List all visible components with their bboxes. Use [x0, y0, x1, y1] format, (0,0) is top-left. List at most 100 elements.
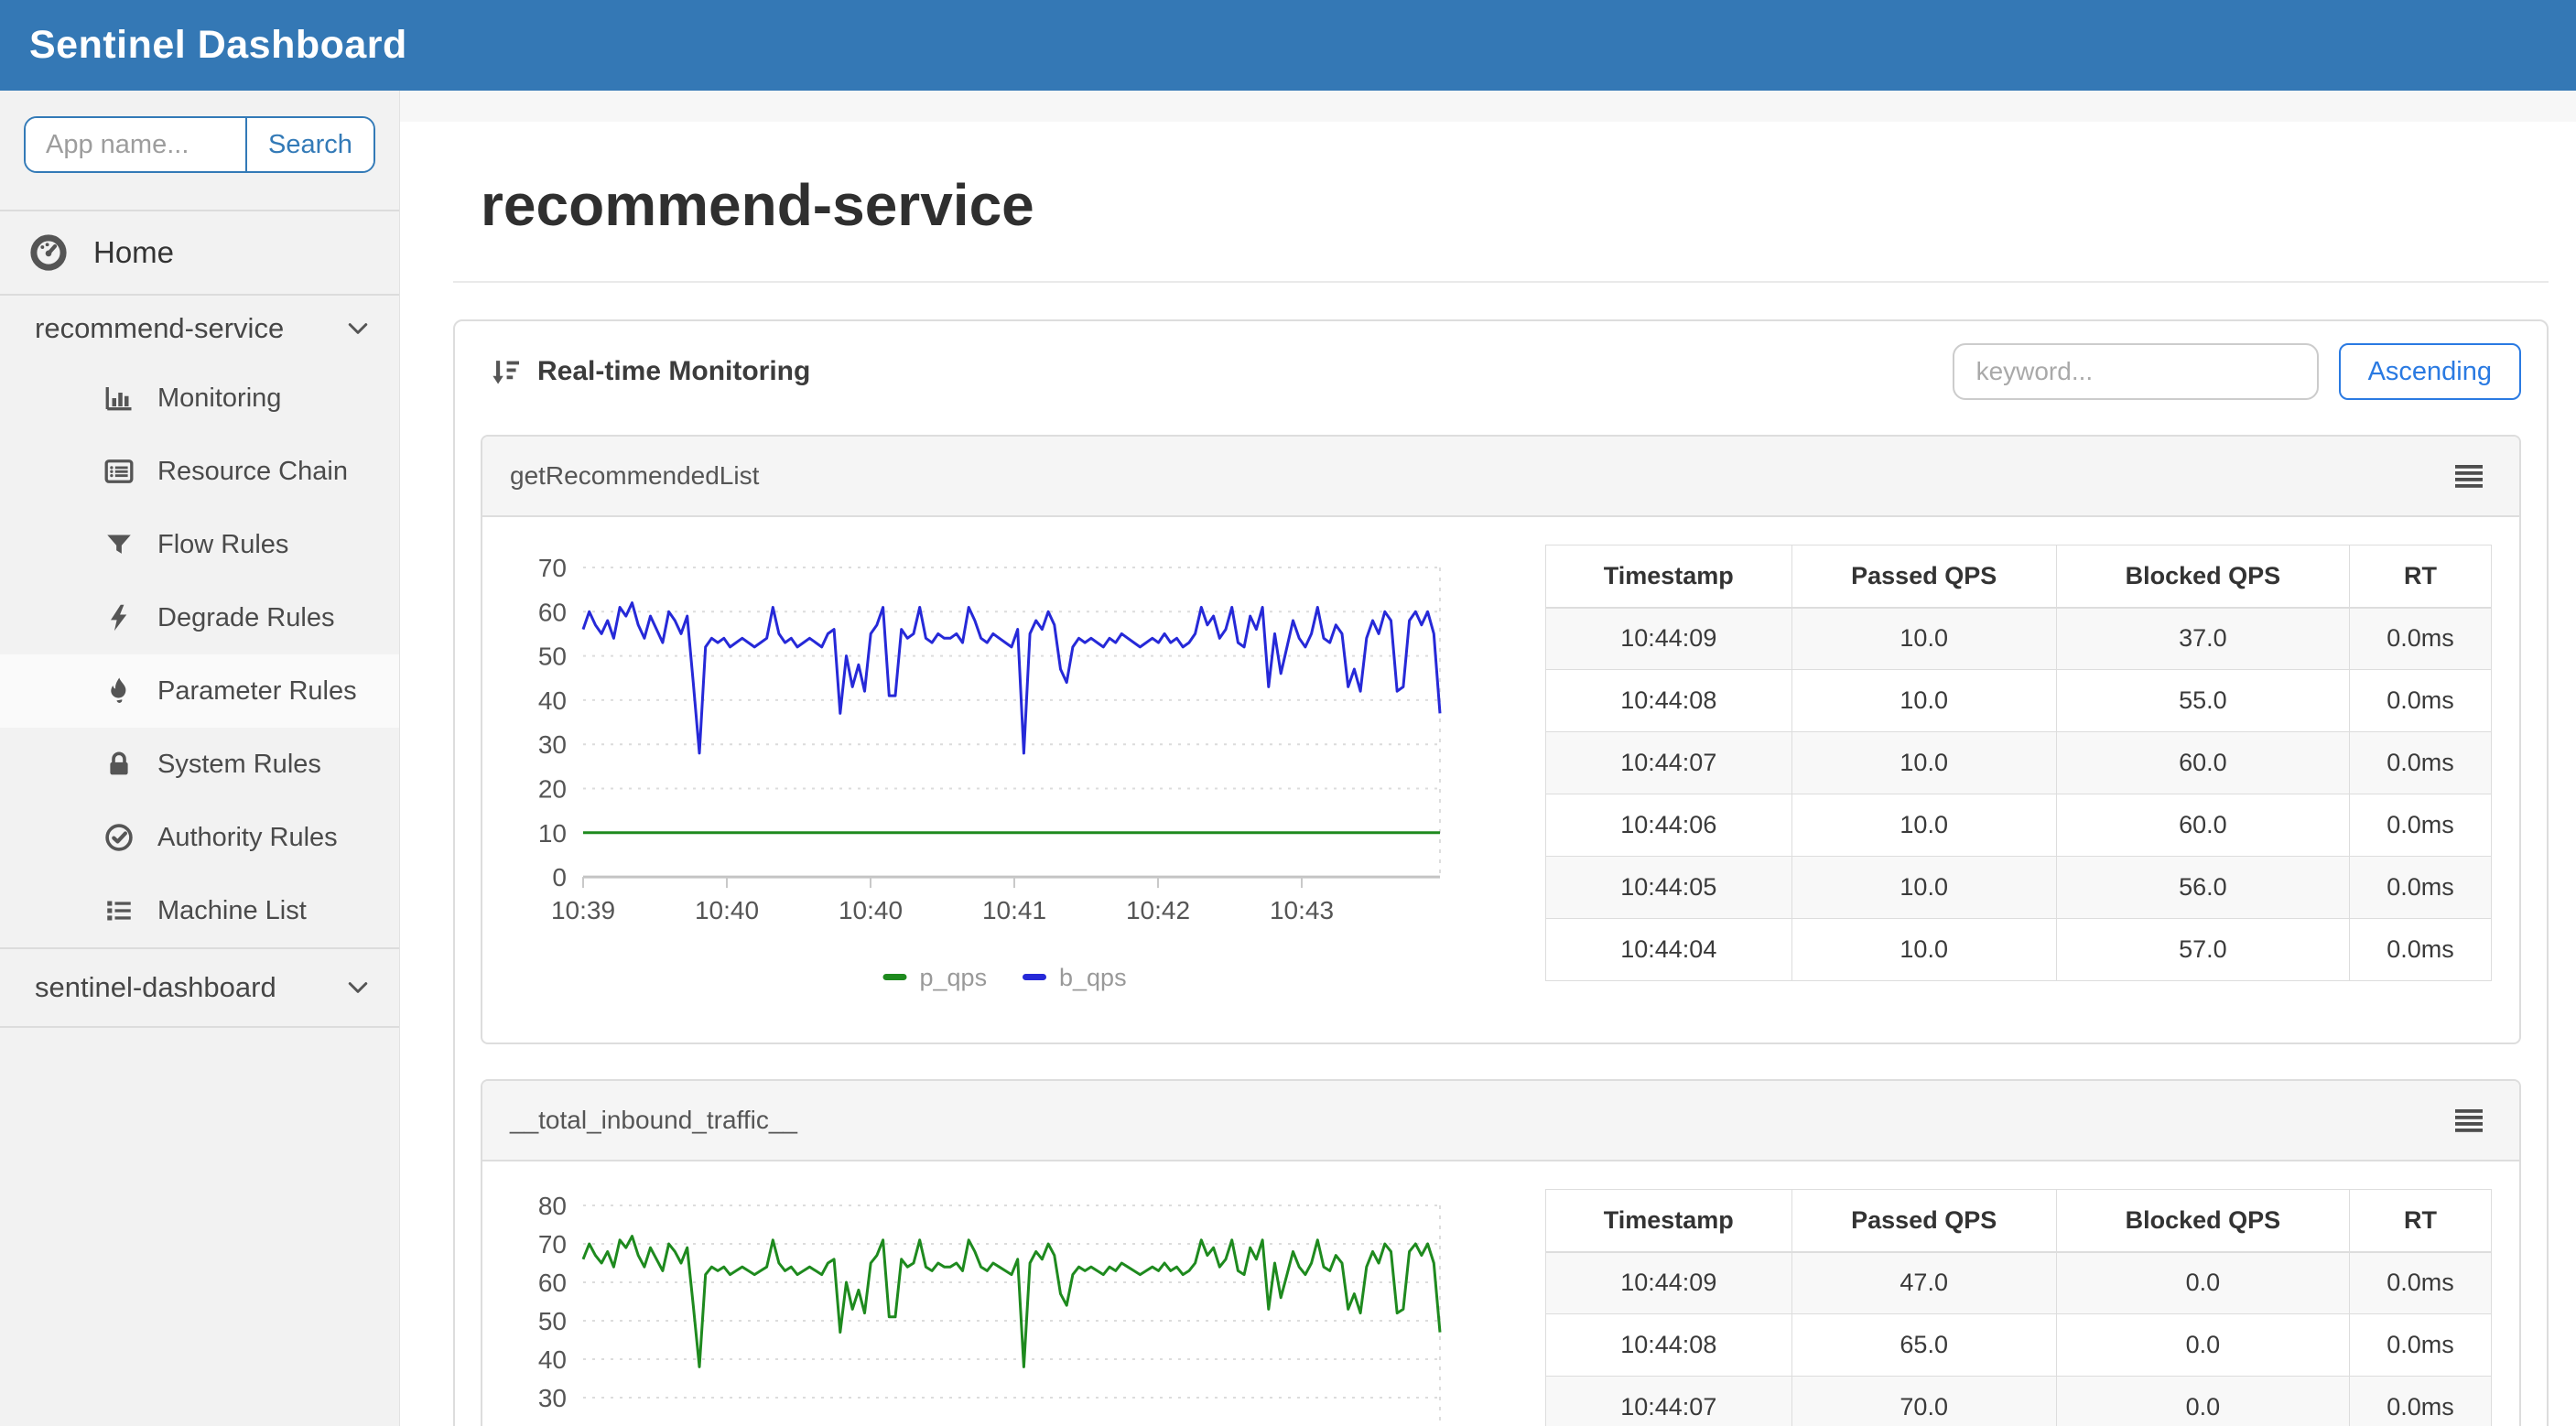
- sidebar-divider: [0, 294, 399, 296]
- svg-text:10:40: 10:40: [695, 896, 759, 924]
- sidebar-item-monitoring[interactable]: Monitoring: [0, 362, 399, 435]
- sidebar-item-machine-list[interactable]: Machine List: [0, 874, 399, 947]
- svg-text:20: 20: [538, 775, 567, 804]
- panel-title: Real-time Monitoring: [537, 356, 811, 386]
- svg-text:10:42: 10:42: [1126, 896, 1190, 924]
- table-cell: 0.0: [2055, 1313, 2351, 1377]
- sidebar-item-parameter-rules[interactable]: Parameter Rules: [0, 654, 399, 728]
- sidebar-item-label: Monitoring: [157, 383, 282, 413]
- metrics-table: Timestamp Passed QPS Blocked QPS RT 10:44:0…: [1545, 1189, 2492, 1426]
- ascending-button[interactable]: Ascending: [2338, 343, 2521, 400]
- table-header-row: Timestamp Passed QPS Blocked QPS RT: [1545, 1189, 2492, 1253]
- page-title: recommend-service: [481, 172, 1034, 238]
- svg-text:50: 50: [538, 643, 567, 671]
- sidebar-submenu: Monitoring Resource Chain Flow Rules Deg…: [0, 362, 399, 947]
- svg-text:30: 30: [538, 1384, 567, 1412]
- table-row: 10:44:08 65.0 0.0 0.0ms: [1545, 1313, 2492, 1377]
- svg-text:60: 60: [538, 1269, 567, 1297]
- list-icon: [103, 894, 135, 927]
- svg-text:20: 20: [538, 1422, 567, 1426]
- gauge-icon: [29, 233, 68, 272]
- filter-icon: [103, 528, 135, 561]
- table-row: 10:44:09 10.0 37.0 0.0ms: [1545, 607, 2492, 670]
- app-brand: Sentinel Dashboard: [29, 23, 407, 67]
- app-search-button[interactable]: Search: [245, 118, 373, 171]
- table-cell: 10.0: [1791, 731, 2057, 794]
- svg-text:40: 40: [538, 686, 567, 715]
- chevron-down-icon: [344, 974, 372, 1001]
- table-row: 10:44:07 10.0 60.0 0.0ms: [1545, 731, 2492, 794]
- table-header-cell: RT: [2349, 1189, 2492, 1253]
- table-cell: 10:44:06: [1545, 794, 1792, 857]
- table-cell: 10:44:05: [1545, 856, 1792, 919]
- table-cell: 0.0: [2055, 1251, 2351, 1314]
- table-header-row: Timestamp Passed QPS Blocked QPS RT: [1545, 545, 2492, 609]
- sidebar-item-authority-rules[interactable]: Authority Rules: [0, 801, 399, 874]
- menu-icon[interactable]: [2453, 1107, 2484, 1134]
- table-cell: 10:44:07: [1545, 731, 1792, 794]
- table-cell: 10.0: [1791, 918, 2057, 981]
- sidebar-group-recommend-service[interactable]: recommend-service: [0, 296, 399, 362]
- table-cell: 10:44:07: [1545, 1376, 1792, 1426]
- check-circle-icon: [103, 821, 135, 854]
- table-cell: 47.0: [1791, 1251, 2057, 1314]
- svg-text:0: 0: [552, 863, 567, 891]
- table-row: 10:44:04 10.0 57.0 0.0ms: [1545, 918, 2492, 981]
- sidebar-item-flow-rules[interactable]: Flow Rules: [0, 508, 399, 581]
- table-cell: 56.0: [2055, 856, 2351, 919]
- svg-text:50: 50: [538, 1307, 567, 1335]
- table-cell: 0.0ms: [2349, 1376, 2492, 1426]
- sidebar-item-label: Degrade Rules: [157, 602, 335, 632]
- svg-text:80: 80: [538, 1192, 567, 1220]
- svg-text:10:43: 10:43: [1270, 896, 1334, 924]
- table-cell: 10.0: [1791, 669, 2057, 732]
- sidebar-item-label: Resource Chain: [157, 456, 348, 486]
- sidebar-group-label: recommend-service: [35, 312, 285, 344]
- svg-text:30: 30: [538, 730, 567, 759]
- table-cell: 0.0ms: [2349, 1251, 2492, 1314]
- table-cell: 10.0: [1791, 856, 2057, 919]
- list-alt-icon: [103, 455, 135, 488]
- metrics-table: Timestamp Passed QPS Blocked QPS RT 10:44:0…: [1545, 545, 2492, 981]
- sidebar-item-system-rules[interactable]: System Rules: [0, 728, 399, 801]
- lock-icon: [103, 748, 135, 781]
- table-cell: 65.0: [1791, 1313, 2057, 1377]
- table-header-cell: Timestamp: [1545, 545, 1792, 609]
- table-cell: 0.0ms: [2349, 731, 2492, 794]
- table-row: 10:44:06 10.0 60.0 0.0ms: [1545, 794, 2492, 857]
- table-header-cell: Blocked QPS: [2055, 545, 2351, 609]
- svg-text:60: 60: [538, 598, 567, 626]
- table-cell: 0.0ms: [2349, 669, 2492, 732]
- keyword-input[interactable]: [1952, 343, 2319, 400]
- table-cell: 10:44:04: [1545, 918, 1792, 981]
- menu-icon[interactable]: [2453, 462, 2484, 490]
- table-header-cell: Passed QPS: [1791, 1189, 2057, 1253]
- app-search-input[interactable]: [26, 118, 245, 171]
- sidebar-group-sentinel-dashboard[interactable]: sentinel-dashboard: [0, 949, 399, 1026]
- qps-chart[interactable]: 0 10 20 30 40 50 60 70 10:39 10:40 10:40 10:41 10:42…: [510, 545, 1499, 1002]
- svg-text:b_qps: b_qps: [1059, 964, 1127, 991]
- table-cell: 60.0: [2055, 794, 2351, 857]
- svg-text:70: 70: [538, 554, 567, 582]
- app-search-group: Search: [24, 116, 375, 173]
- table-cell: 55.0: [2055, 669, 2351, 732]
- sidebar-item-degrade-rules[interactable]: Degrade Rules: [0, 581, 399, 654]
- card-title: __total_inbound_traffic__: [510, 1106, 797, 1134]
- svg-text:p_qps: p_qps: [920, 964, 988, 991]
- svg-text:10: 10: [538, 819, 567, 848]
- table-cell: 10.0: [1791, 607, 2057, 670]
- bolt-icon: [103, 601, 135, 634]
- table-row: 10:44:09 47.0 0.0 0.0ms: [1545, 1251, 2492, 1314]
- sidebar-item-label: Home: [93, 235, 175, 269]
- sidebar-divider: [0, 210, 399, 211]
- sidebar-item-resource-chain[interactable]: Resource Chain: [0, 435, 399, 508]
- chevron-down-icon: [344, 315, 372, 342]
- sidebar-item-home[interactable]: Home: [0, 211, 399, 294]
- svg-text:10:40: 10:40: [839, 896, 903, 924]
- svg-text:40: 40: [538, 1345, 567, 1374]
- card-title: getRecommendedList: [510, 461, 760, 490]
- qps-chart[interactable]: 80706050403020p_qps: [510, 1169, 1499, 1426]
- sidebar-divider: [0, 947, 399, 949]
- table-row: 10:44:07 70.0 0.0 0.0ms: [1545, 1376, 2492, 1426]
- table-cell: 10:44:08: [1545, 669, 1792, 732]
